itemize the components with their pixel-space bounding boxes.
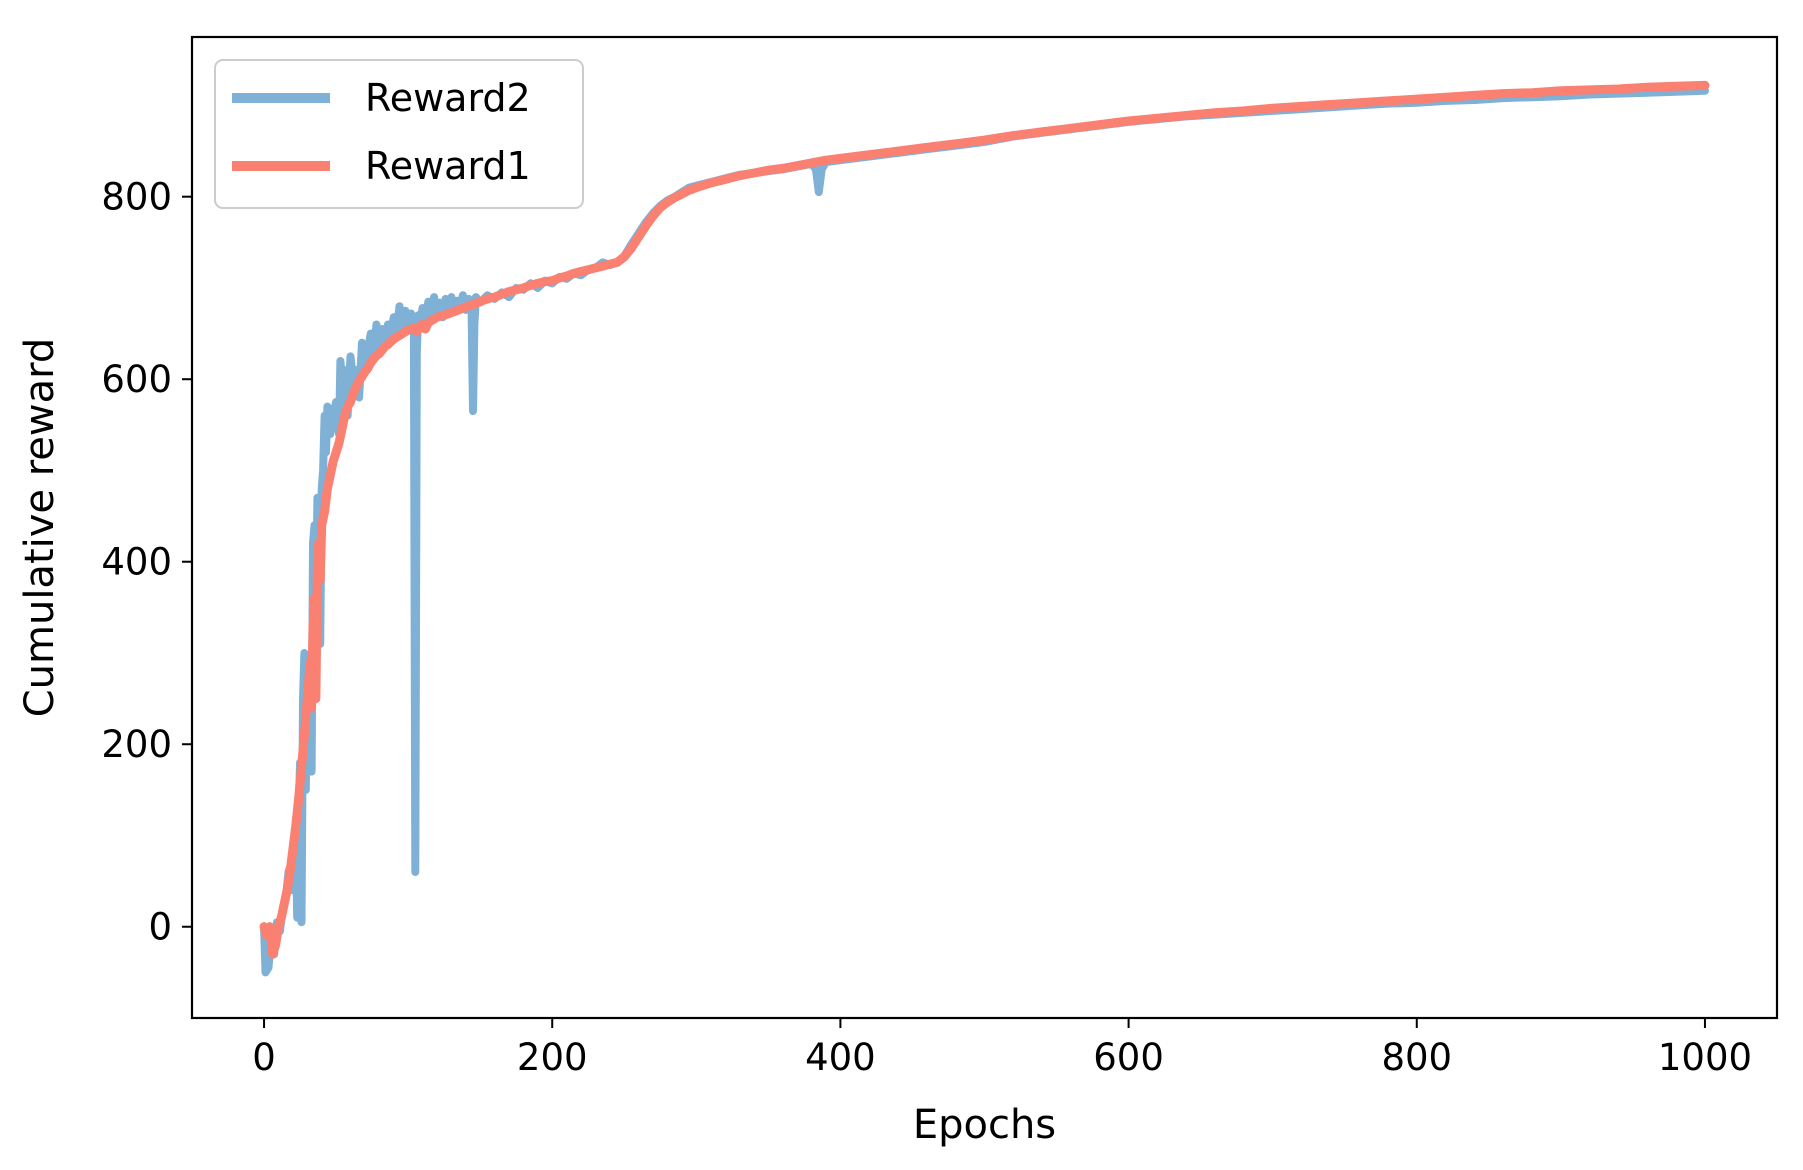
legend: Reward2 Reward1 bbox=[214, 59, 584, 209]
y-tick-label: 800 bbox=[101, 176, 172, 219]
plot-frame bbox=[190, 35, 1779, 1020]
x-tick-label: 600 bbox=[1093, 1036, 1164, 1079]
x-tick-label: 1000 bbox=[1658, 1036, 1752, 1079]
x-axis-label: Epochs bbox=[913, 1102, 1056, 1148]
y-axis-label: Cumulative reward bbox=[17, 338, 63, 718]
legend-label-reward2: Reward2 bbox=[365, 76, 531, 120]
series-line-reward1 bbox=[259, 80, 1710, 959]
x-tick-label: 800 bbox=[1381, 1036, 1452, 1079]
x-axis-ticks: 0 200 400 600 800 1000 bbox=[252, 1018, 1752, 1079]
y-axis-ticks: 0 200 400 600 800 bbox=[101, 176, 192, 949]
y-tick-label: 400 bbox=[101, 541, 172, 584]
x-tick-label: 400 bbox=[805, 1036, 876, 1079]
y-tick-label: 200 bbox=[101, 723, 172, 766]
x-tick-label: 0 bbox=[252, 1036, 276, 1079]
legend-label-reward1: Reward1 bbox=[365, 144, 531, 188]
series-layer bbox=[259, 80, 1710, 977]
y-tick-label: 600 bbox=[101, 358, 172, 401]
x-tick-label: 200 bbox=[517, 1036, 588, 1079]
y-tick-label: 0 bbox=[148, 906, 172, 949]
